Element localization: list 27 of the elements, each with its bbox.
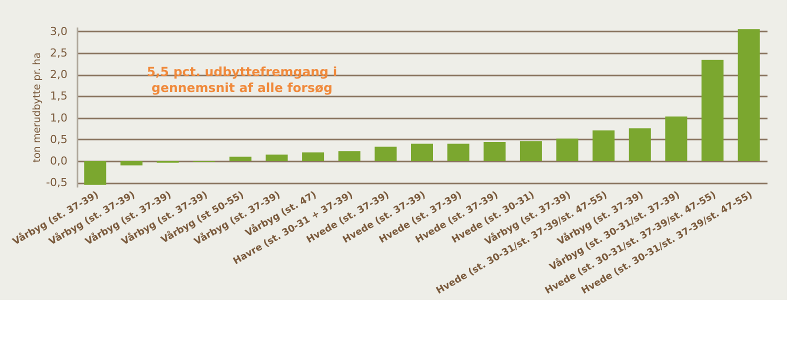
bar	[266, 154, 288, 162]
bar	[702, 60, 724, 162]
y-axis-title: ton merudbytte pr. ha	[32, 52, 44, 163]
y-tick-label: 3,0	[50, 24, 68, 38]
bar	[229, 156, 252, 162]
y-tick-label: -0,5	[46, 176, 68, 190]
y-tick-label: 2,0	[50, 68, 68, 82]
bar	[338, 151, 360, 162]
bar	[738, 29, 760, 162]
bar	[592, 130, 615, 162]
bar	[84, 161, 106, 185]
bar	[520, 141, 542, 162]
annotation: 5,5 pct. udbyttefremgang i gennemsnit af alle forsøg	[146, 64, 338, 95]
bar	[628, 128, 651, 162]
bar	[302, 152, 324, 162]
y-tick-label: 0,5	[50, 132, 68, 146]
bar	[556, 138, 578, 162]
bar	[447, 144, 470, 162]
y-tick-label: 1,5	[50, 90, 68, 103]
y-tick-label: 0,0	[50, 154, 68, 168]
bar	[374, 146, 397, 162]
bar	[411, 144, 433, 162]
bar	[665, 116, 688, 162]
bar	[484, 142, 506, 162]
bar	[120, 161, 142, 166]
y-tick-label: 2,5	[50, 46, 68, 60]
y-tick-label: 1,0	[50, 111, 68, 124]
